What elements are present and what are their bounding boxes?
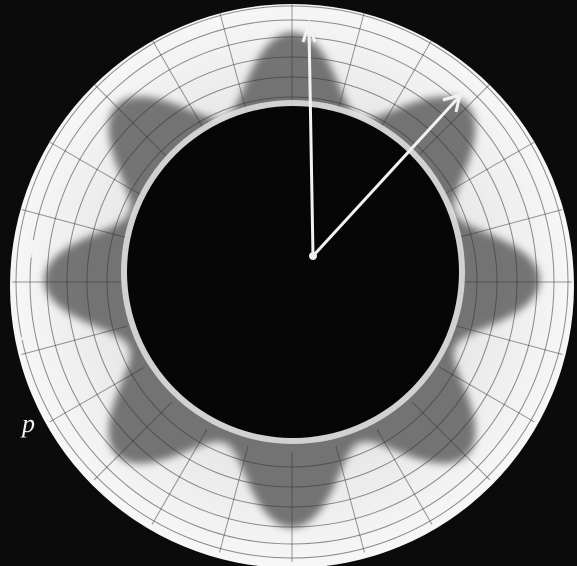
label: q — [22, 229, 35, 258]
photograph: q r p — [0, 0, 577, 566]
label: r — [20, 317, 31, 346]
inner-disc — [127, 106, 459, 438]
label: p — [20, 409, 35, 438]
center-point — [309, 252, 317, 260]
